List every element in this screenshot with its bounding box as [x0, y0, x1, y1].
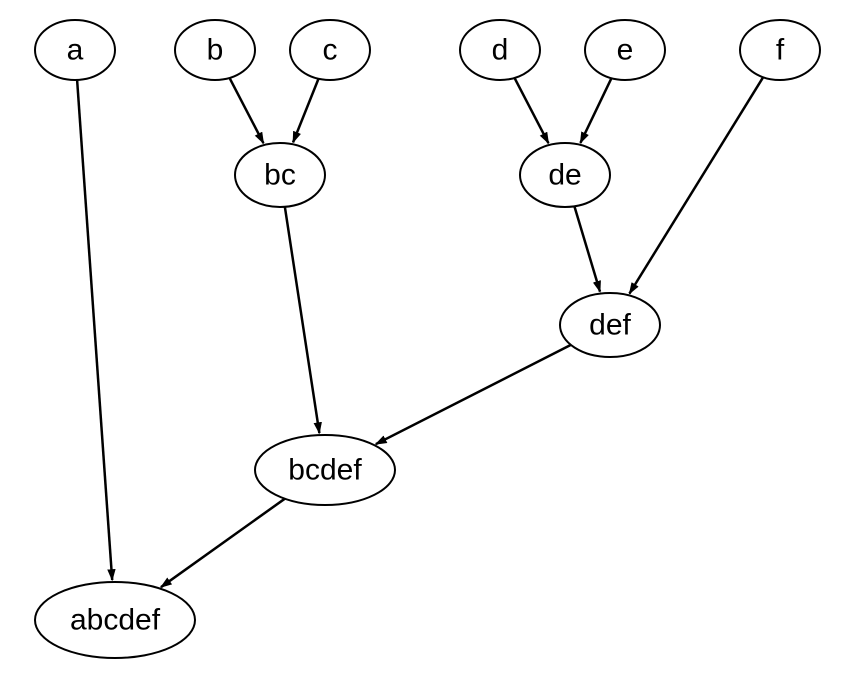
node-label-c: c: [323, 34, 338, 67]
node-label-bcdef: bcdef: [288, 454, 362, 487]
node-label-b: b: [207, 34, 224, 67]
node-label-de: de: [548, 159, 581, 192]
node-label-def: def: [589, 309, 631, 342]
nodes-group: abcdefbcdedefbcdefabcdef: [35, 20, 820, 658]
edge-c-bc: [293, 79, 318, 143]
edge-b-bc: [230, 78, 264, 143]
merge-tree-diagram: abcdefbcdedefbcdefabcdef: [0, 0, 846, 680]
node-label-bc: bc: [264, 159, 296, 192]
node-label-f: f: [776, 34, 785, 67]
node-e: e: [585, 20, 665, 80]
edge-de-def: [574, 206, 600, 291]
edge-e-de: [580, 78, 611, 143]
node-a: a: [35, 20, 115, 80]
edge-bcdef-abcdef: [161, 499, 285, 588]
edge-def-bcdef: [376, 345, 571, 444]
node-c: c: [290, 20, 370, 80]
node-bc: bc: [235, 143, 325, 207]
edge-a-abcdef: [77, 80, 112, 580]
node-b: b: [175, 20, 255, 80]
node-def: def: [560, 293, 660, 357]
node-abcdef: abcdef: [35, 582, 195, 658]
node-label-e: e: [617, 34, 634, 67]
node-label-abcdef: abcdef: [70, 604, 161, 637]
node-label-d: d: [492, 34, 509, 67]
node-de: de: [520, 143, 610, 207]
node-bcdef: bcdef: [255, 435, 395, 505]
node-label-a: a: [67, 34, 84, 67]
edge-d-de: [515, 78, 549, 143]
node-d: d: [460, 20, 540, 80]
node-f: f: [740, 20, 820, 80]
edge-f-def: [629, 77, 763, 293]
edges-group: [77, 77, 763, 587]
edge-bc-bcdef: [285, 207, 320, 433]
